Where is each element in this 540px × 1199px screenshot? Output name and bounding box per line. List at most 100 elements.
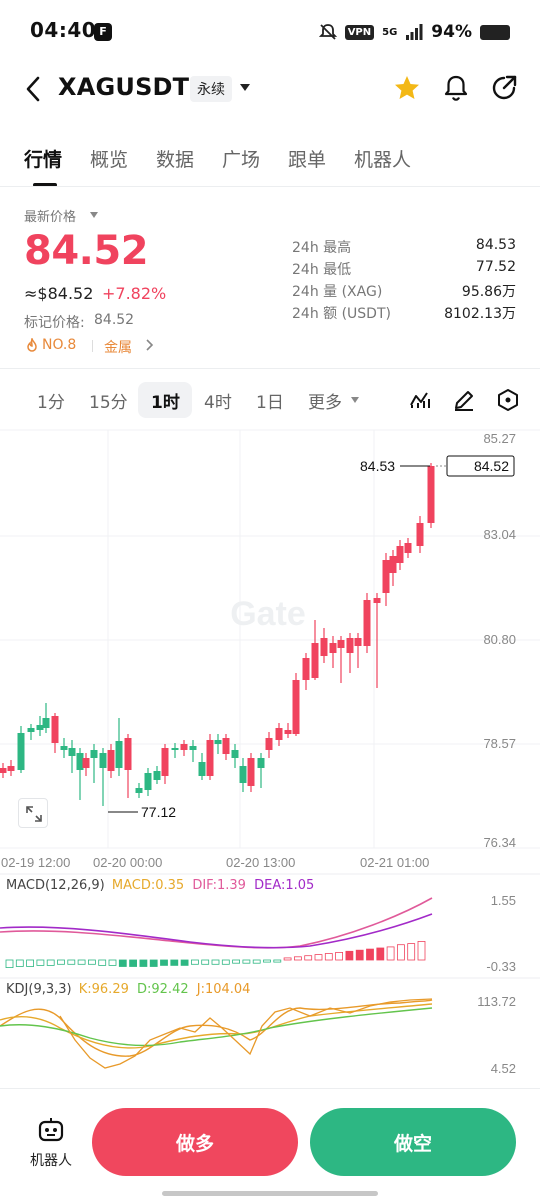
candle-body (363, 600, 371, 646)
macd-histogram-bar (211, 959, 220, 965)
notification-app-icon: F (94, 23, 112, 41)
tab-bar: 行情 概览 数据 广场 跟单 机器人 (0, 140, 540, 187)
fire-icon (27, 338, 37, 352)
bell-icon[interactable] (442, 74, 470, 102)
robot-label[interactable]: 机器人 (30, 1153, 72, 1169)
chevron-right-icon[interactable] (144, 338, 154, 352)
tab-square[interactable]: 广场 (222, 149, 261, 171)
macd-histogram-bar (180, 959, 189, 966)
candle-body (275, 728, 283, 740)
candle-body (214, 740, 222, 744)
current-price-tag-label: 84.52 (474, 458, 509, 474)
back-arrow-icon[interactable] (20, 74, 48, 104)
dea-line (0, 913, 433, 949)
macd-histogram-bar (314, 954, 323, 961)
stat-value: 77.52 (475, 259, 516, 275)
fullscreen-button[interactable] (18, 798, 48, 828)
interval-1d[interactable]: 1日 (256, 393, 284, 413)
battery-percent: 94% (431, 22, 472, 42)
kdj-legend[interactable]: KDJ(9,3,3) K:96.29 D:92.42 J:104.04 (6, 982, 250, 997)
candle-body (265, 738, 273, 750)
tab-bots[interactable]: 机器人 (354, 149, 412, 171)
pair-title[interactable]: XAGUSDT (58, 73, 190, 101)
candle-body (124, 738, 132, 770)
caret-down-icon[interactable] (351, 397, 359, 403)
robot-icon[interactable] (37, 1117, 65, 1143)
home-indicator[interactable] (162, 1191, 378, 1196)
settings-hexagon-icon[interactable] (496, 388, 520, 412)
candle-body (311, 643, 319, 678)
macd-histogram-bar (36, 959, 45, 966)
draw-pen-icon[interactable] (452, 388, 476, 412)
contract-type-badge[interactable]: 永续 (190, 76, 232, 102)
candle-body (107, 750, 115, 771)
candle-body (115, 741, 123, 768)
macd-histogram-bar (67, 959, 76, 965)
stat-label: 24h 最高 (292, 240, 352, 256)
stat-low: 24h 最低 77.52 (292, 259, 516, 279)
contract-caret-icon[interactable] (240, 84, 250, 91)
y-tick: 83.04 (483, 527, 516, 542)
favorite-star-icon[interactable] (393, 74, 421, 102)
macd-histogram-bar (335, 952, 344, 961)
candle-body (337, 640, 345, 648)
macd-histogram-bar (376, 947, 385, 961)
status-indicators: VPN 5G 94% (318, 20, 510, 44)
share-icon[interactable] (490, 74, 518, 102)
stat-label: 24h 额 (USDT) (292, 306, 391, 322)
interval-1h[interactable]: 1时 (151, 393, 180, 413)
macd-histogram-bar (5, 959, 14, 968)
candle-body (51, 716, 59, 743)
tab-data[interactable]: 数据 (156, 149, 195, 171)
macd-histogram-bar (273, 959, 282, 963)
tab-copy-trading[interactable]: 跟单 (288, 149, 327, 171)
tab-overview[interactable]: 概览 (90, 149, 129, 171)
macd-histogram-bar (15, 959, 24, 967)
candle-body (180, 744, 188, 750)
divider (0, 1088, 540, 1089)
interval-4h[interactable]: 4时 (204, 393, 232, 413)
y-tick: 85.27 (483, 431, 516, 446)
candlestick-chart[interactable]: Gate 84.53 84.52 77.12 85.27 83.04 80.80… (0, 428, 540, 1088)
kdj-tick: 4.52 (491, 1061, 516, 1076)
macd-histogram-bar (170, 959, 179, 966)
candle-body (404, 543, 412, 553)
caret-down-icon[interactable] (90, 212, 98, 218)
rank-badge[interactable]: NO.8 (42, 337, 77, 353)
tab-market[interactable]: 行情 (24, 149, 63, 171)
stat-volume: 24h 量 (XAG) 95.86万 (292, 281, 516, 301)
x-tick: 02-20 13:00 (226, 855, 295, 870)
sector-link[interactable]: 金属 (104, 340, 132, 356)
y-tick: 80.80 (483, 632, 516, 647)
macd-histogram-bar (149, 959, 158, 967)
macd-histogram-bar (88, 959, 96, 965)
macd-histogram-bar (46, 959, 55, 966)
indicator-icon[interactable] (408, 388, 432, 412)
candle-body (7, 766, 15, 771)
chart-grid (0, 429, 540, 979)
short-button[interactable]: 做空 (310, 1108, 516, 1176)
stat-label: 24h 量 (XAG) (292, 284, 383, 300)
macd-value: MACD:0.35 (111, 878, 185, 893)
macd-histogram-bar (221, 959, 230, 965)
interval-15m[interactable]: 15分 (89, 393, 128, 413)
axis-labels: 85.27 83.04 80.80 78.57 76.34 02-19 12:0… (1, 431, 516, 1076)
macd-histogram-bar (242, 959, 251, 964)
d-value: D:92.42 (137, 982, 189, 997)
macd-histogram-bar (355, 949, 364, 961)
last-price: 84.52 (24, 228, 149, 274)
candle-body (82, 758, 90, 768)
stat-value: 84.53 (475, 237, 516, 253)
network-label: 5G (382, 26, 398, 38)
interval-1m[interactable]: 1分 (37, 393, 65, 413)
macd-legend[interactable]: MACD(12,26,9) MACD:0.35 DIF:1.39 DEA:1.0… (6, 878, 314, 893)
macd-histogram-bar (26, 959, 35, 967)
candle-body (396, 546, 404, 563)
last-price-label[interactable]: 最新价格 (24, 210, 77, 225)
signal-icon (406, 24, 423, 40)
long-button[interactable]: 做多 (92, 1108, 298, 1176)
interval-more[interactable]: 更多 (308, 393, 342, 413)
divider (0, 368, 540, 369)
mark-price-label: 标记价格: (24, 315, 85, 331)
candle-body (320, 638, 328, 656)
